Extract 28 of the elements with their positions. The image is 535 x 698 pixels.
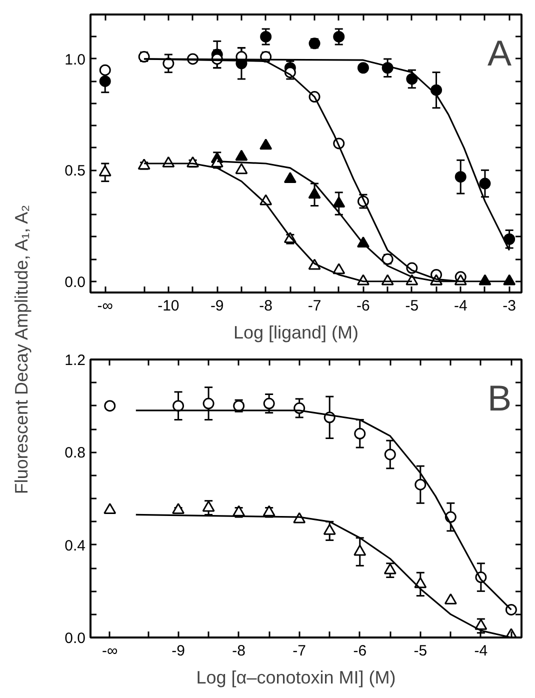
x-axis-title: Log [ligand] (M) — [233, 322, 359, 342]
x-tick-label: -∞ — [97, 298, 114, 314]
x-tick-label: -6 — [353, 642, 367, 660]
y-tick-label: 0.5 — [64, 162, 86, 180]
x-tick-label: -8 — [232, 642, 246, 660]
annotation: B — [487, 378, 512, 418]
y-tick-label: 1.2 — [64, 352, 86, 369]
y-tick-label: 0.0 — [64, 274, 86, 291]
x-tick-label: -8 — [259, 298, 272, 314]
x-tick-label: -9 — [172, 642, 185, 660]
x-axis-title: Log [α–conotoxin MI] (M) — [196, 668, 396, 688]
x-tick-label: -10 — [158, 298, 180, 314]
x-tick-label: -5 — [405, 298, 419, 314]
y-axis-title: Fluorescent Decay Amplitude, A₁, A₂ — [11, 204, 32, 494]
x-tick-label: -4 — [454, 298, 468, 314]
annotation: A — [487, 32, 512, 74]
y-tick-label: 1.0 — [64, 51, 86, 68]
x-tick-label: -∞ — [102, 642, 118, 660]
x-tick-label: -7 — [292, 642, 306, 660]
x-tick-label: -7 — [308, 298, 322, 314]
x-tick-label: -9 — [210, 298, 224, 314]
y-tick-label: 0.0 — [64, 630, 86, 647]
x-tick-label: -5 — [414, 642, 428, 660]
y-tick-label: 0.4 — [64, 537, 86, 554]
x-tick-label: -3 — [502, 298, 516, 314]
x-tick-label: -4 — [474, 642, 488, 660]
x-tick-label: -6 — [356, 298, 370, 314]
y-tick-label: 0.8 — [64, 444, 86, 462]
